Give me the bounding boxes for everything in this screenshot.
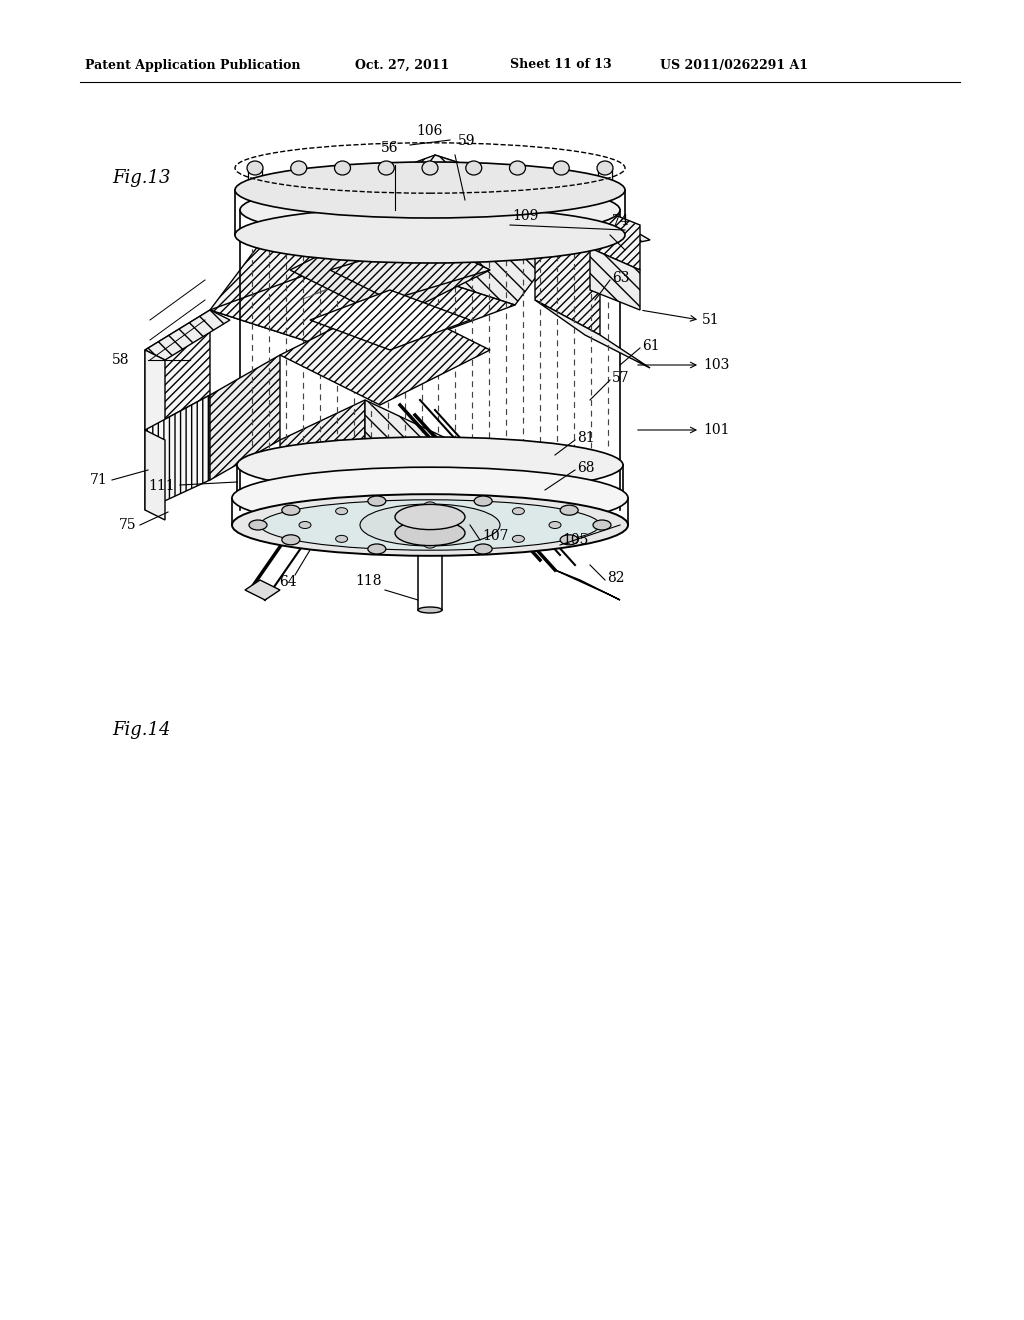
Polygon shape (330, 201, 450, 260)
Polygon shape (145, 350, 165, 440)
Text: 101: 101 (703, 422, 729, 437)
Text: 63: 63 (612, 271, 630, 285)
Polygon shape (365, 400, 450, 531)
Polygon shape (245, 579, 280, 601)
Text: Patent Application Publication: Patent Application Publication (85, 58, 300, 71)
Text: Fig.14: Fig.14 (112, 721, 171, 739)
Text: 103: 103 (703, 358, 729, 372)
Ellipse shape (234, 162, 625, 218)
Ellipse shape (368, 544, 386, 554)
Polygon shape (330, 240, 490, 300)
Text: 111: 111 (148, 479, 175, 492)
Polygon shape (145, 430, 165, 520)
Ellipse shape (593, 520, 611, 531)
Text: 59: 59 (458, 135, 475, 148)
Polygon shape (535, 205, 650, 249)
Ellipse shape (249, 520, 267, 531)
Ellipse shape (291, 161, 307, 176)
Text: 82: 82 (607, 572, 625, 585)
Text: 71: 71 (90, 473, 108, 487)
Ellipse shape (474, 544, 493, 554)
Polygon shape (285, 154, 590, 260)
Text: 61: 61 (642, 339, 659, 352)
Ellipse shape (247, 161, 263, 176)
Ellipse shape (299, 521, 311, 528)
Ellipse shape (424, 502, 436, 510)
Ellipse shape (466, 161, 481, 176)
Polygon shape (210, 210, 440, 360)
Ellipse shape (368, 496, 386, 506)
Ellipse shape (237, 473, 623, 528)
Ellipse shape (234, 207, 625, 263)
Ellipse shape (424, 541, 436, 548)
Text: 68: 68 (577, 461, 595, 475)
Ellipse shape (597, 161, 613, 176)
Ellipse shape (549, 521, 561, 528)
Polygon shape (310, 290, 470, 350)
Polygon shape (210, 355, 280, 480)
Text: 105: 105 (562, 533, 589, 546)
Text: 81: 81 (577, 432, 595, 445)
Ellipse shape (237, 437, 623, 492)
Polygon shape (535, 215, 600, 335)
Ellipse shape (260, 500, 600, 550)
Ellipse shape (240, 182, 620, 238)
Text: 57: 57 (612, 371, 630, 385)
Polygon shape (280, 400, 365, 531)
Polygon shape (360, 154, 590, 305)
Text: 64: 64 (280, 576, 297, 589)
Ellipse shape (336, 536, 347, 543)
Text: 56: 56 (381, 141, 398, 154)
Ellipse shape (282, 506, 300, 515)
Text: 58: 58 (112, 352, 129, 367)
Ellipse shape (422, 161, 438, 176)
Polygon shape (145, 310, 230, 360)
Polygon shape (145, 310, 210, 430)
Ellipse shape (474, 496, 493, 506)
Ellipse shape (395, 504, 465, 529)
Ellipse shape (282, 535, 300, 545)
Text: 75: 75 (119, 517, 136, 532)
Polygon shape (210, 255, 515, 360)
Text: 109: 109 (512, 209, 539, 223)
Ellipse shape (512, 536, 524, 543)
Ellipse shape (232, 467, 628, 529)
Polygon shape (145, 395, 210, 510)
Text: US 2011/0262291 A1: US 2011/0262291 A1 (660, 58, 808, 71)
Ellipse shape (232, 494, 628, 556)
Polygon shape (590, 248, 640, 310)
Ellipse shape (336, 508, 347, 515)
Text: 107: 107 (482, 529, 509, 543)
Ellipse shape (560, 506, 579, 515)
Ellipse shape (560, 535, 579, 545)
Ellipse shape (335, 161, 350, 176)
Ellipse shape (553, 161, 569, 176)
Ellipse shape (378, 161, 394, 176)
Text: 118: 118 (355, 574, 382, 587)
Text: Oct. 27, 2011: Oct. 27, 2011 (355, 58, 450, 71)
Polygon shape (535, 300, 650, 368)
Ellipse shape (418, 607, 442, 612)
Ellipse shape (395, 520, 465, 545)
Polygon shape (555, 570, 620, 601)
Polygon shape (280, 300, 490, 405)
Text: Fig.13: Fig.13 (112, 169, 171, 187)
Ellipse shape (512, 508, 524, 515)
Polygon shape (590, 205, 640, 271)
Text: Sheet 11 of 13: Sheet 11 of 13 (510, 58, 611, 71)
Text: 51: 51 (702, 313, 720, 327)
Text: 74: 74 (612, 214, 630, 228)
Text: 106: 106 (417, 124, 443, 139)
Ellipse shape (510, 161, 525, 176)
Ellipse shape (360, 504, 500, 546)
Polygon shape (290, 220, 490, 319)
